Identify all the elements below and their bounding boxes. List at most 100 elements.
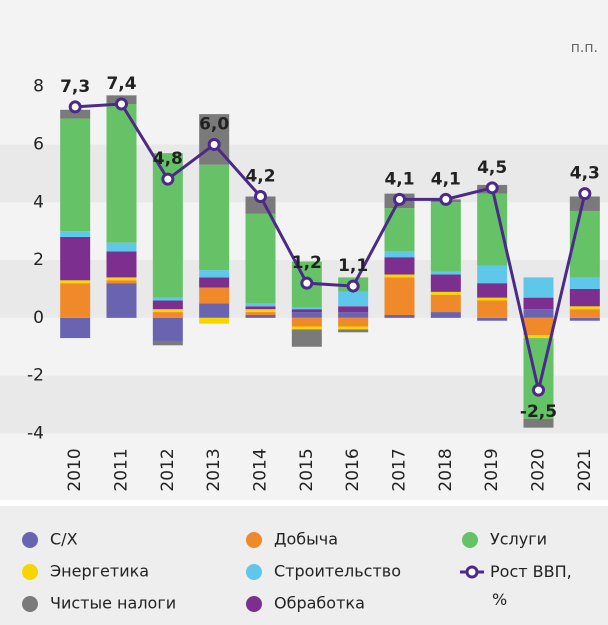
bar-segment: [569, 210, 600, 278]
line-marker: [393, 192, 406, 206]
bar-segment: [245, 314, 276, 318]
bar-segment: [523, 335, 554, 339]
data-label: 4,1: [384, 169, 414, 189]
data-label: 4,5: [477, 158, 507, 178]
x-tick-label: 2012: [158, 448, 178, 491]
bar-segment: [430, 202, 461, 272]
unit-label: п.п.: [571, 40, 598, 56]
x-tick-label: 2018: [436, 448, 456, 491]
line-marker: [68, 100, 82, 114]
x-tick-label: 2019: [482, 448, 502, 491]
bar-segment: [245, 306, 276, 310]
legend-label: Добыча: [274, 530, 338, 549]
bar-segment: [523, 297, 554, 310]
bar-segment: [384, 314, 415, 318]
bar-segment: [152, 312, 183, 318]
line-marker: [485, 181, 499, 195]
bar-segment: [152, 317, 183, 341]
bar-segment: [106, 251, 137, 278]
x-tick-label: 2016: [343, 448, 363, 491]
data-label: -2,5: [520, 402, 557, 422]
line-marker: [578, 187, 592, 201]
legend-marker: [22, 532, 38, 548]
bar-segment: [152, 297, 183, 301]
line-marker: [346, 279, 360, 293]
bar-segment: [291, 317, 322, 327]
x-tick-label: 2010: [65, 448, 85, 491]
x-tick-label: 2011: [112, 448, 132, 491]
bar-segment: [245, 309, 276, 313]
legend-label: Чистые налоги: [50, 594, 176, 613]
bar-segment: [338, 317, 369, 327]
data-label: 4,8: [153, 149, 183, 169]
line-marker: [115, 97, 128, 111]
bar-segment: [60, 118, 91, 232]
x-tick-label: 2015: [297, 448, 317, 491]
grid-band: [0, 375, 608, 434]
legend-marker: [462, 532, 478, 548]
bar-segment: [338, 329, 369, 333]
bar-segment: [60, 236, 91, 281]
bar-segment: [384, 251, 415, 258]
bar-segment: [60, 317, 91, 339]
bar-segment: [60, 280, 91, 284]
data-label: 1,2: [292, 253, 322, 273]
y-tick-label: 6: [33, 134, 44, 154]
y-tick-label: -4: [27, 423, 44, 443]
bar-segment: [569, 288, 600, 307]
y-tick-label: 2: [33, 250, 44, 270]
bar-segment: [477, 297, 508, 301]
legend-label-line: Рост ВВП,: [490, 562, 572, 581]
bar-segment: [245, 213, 276, 304]
line: [75, 102, 587, 391]
legend-marker: [246, 564, 262, 580]
bar-segment: [430, 291, 461, 295]
legend-marker: [246, 532, 262, 548]
bar-segment: [291, 329, 322, 347]
bar-segment: [384, 208, 415, 252]
y-tick-label: 8: [33, 77, 44, 97]
bar-segment: [199, 317, 230, 324]
bar-segment: [569, 196, 600, 211]
bar-segment: [106, 283, 137, 318]
bar-segment: [523, 277, 554, 298]
bar-segment: [291, 309, 322, 313]
line-marker: [532, 383, 545, 397]
line-marker: [207, 137, 221, 151]
grid-band: [0, 144, 608, 203]
bar-segment: [199, 303, 230, 318]
bar-segment: [106, 104, 137, 243]
bar-segment: [60, 109, 91, 119]
legend-marker: [465, 565, 479, 579]
line-marker: [254, 189, 267, 203]
data-label: 4,2: [245, 166, 275, 186]
bar-segment: [523, 418, 554, 428]
bar-segment: [569, 277, 600, 289]
bar-segment: [245, 312, 276, 315]
bar-segment: [569, 306, 600, 310]
data-label: 6,0: [199, 114, 229, 134]
data-label: 4,1: [431, 169, 461, 189]
legend-background: [0, 506, 608, 625]
bar-segment: [384, 277, 415, 315]
line-marker: [161, 172, 175, 186]
bar-segment: [523, 317, 554, 336]
bar-segment: [384, 257, 415, 275]
data-label: 1,1: [338, 256, 368, 276]
bar-segment: [430, 271, 461, 275]
legend-label: Рост ВВП,%: [490, 562, 572, 609]
legend-marker: [22, 596, 38, 612]
bar-segment: [199, 164, 230, 271]
bar-segment: [291, 326, 322, 330]
data-label: 7,4: [106, 74, 136, 94]
y-tick-label: 0: [33, 308, 44, 328]
bar-segment: [106, 280, 137, 284]
bar-segment: [291, 312, 322, 318]
bar-segment: [384, 274, 415, 278]
bar-segment: [523, 309, 554, 318]
legend-marker: [246, 596, 262, 612]
bar-segment: [569, 309, 600, 318]
x-tick-label: 2017: [390, 448, 410, 491]
